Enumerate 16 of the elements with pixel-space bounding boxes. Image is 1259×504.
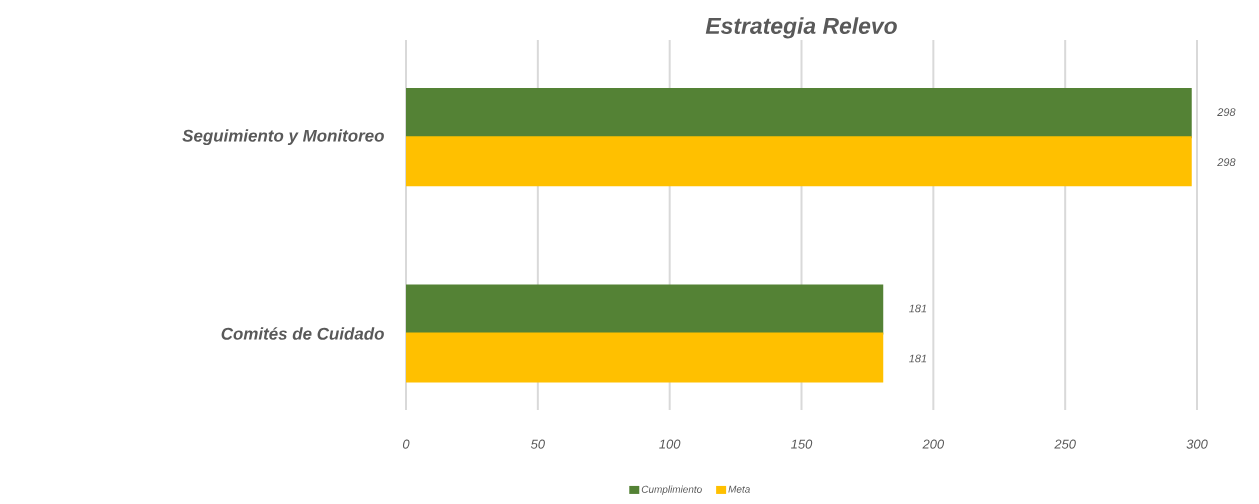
x-tick-label: 100 <box>659 439 681 449</box>
chart-title: Estrategia Relevo <box>705 17 897 39</box>
data-label: 298 <box>1217 108 1236 117</box>
data-label: 181 <box>909 354 927 363</box>
x-tick-label: 50 <box>530 439 545 449</box>
x-tick-label: 150 <box>791 439 813 449</box>
x-tick-label: 300 <box>1186 439 1208 449</box>
legend-label: Meta <box>728 485 750 493</box>
data-label: 298 <box>1217 158 1236 167</box>
legend-label: Cumplimiento <box>641 485 702 495</box>
x-tick-label: 200 <box>922 439 945 449</box>
x-tick-label: 250 <box>1054 439 1076 449</box>
x-tick-label: 0 <box>402 439 410 449</box>
y-tick-label: Seguimiento y Monitoreo <box>182 129 384 146</box>
y-tick-label: Comités de Cuidado <box>221 327 384 340</box>
data-label: 181 <box>909 304 927 313</box>
